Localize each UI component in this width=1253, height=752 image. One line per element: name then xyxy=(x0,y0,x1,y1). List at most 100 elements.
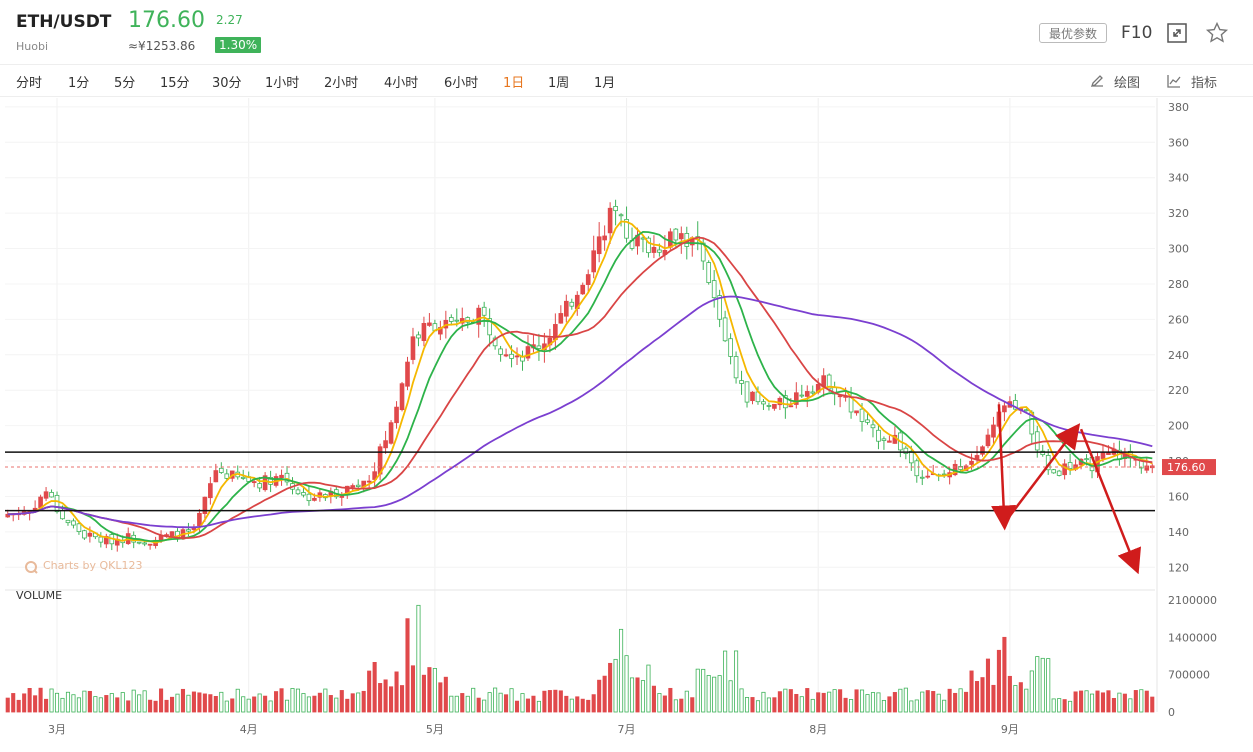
candle-body xyxy=(717,295,722,320)
price-tick-label: 240 xyxy=(1168,349,1189,362)
volume-bar xyxy=(531,695,536,713)
pencil-icon[interactable] xyxy=(1089,73,1105,89)
volume-bar xyxy=(235,688,240,713)
price-tick-label: 380 xyxy=(1168,101,1189,114)
volume-bar xyxy=(827,691,832,713)
volume-bar xyxy=(947,688,952,713)
volume-bar xyxy=(640,680,646,713)
volume-bar xyxy=(608,662,613,713)
fullscreen-icon[interactable] xyxy=(1166,22,1188,44)
volume-bar xyxy=(323,688,328,713)
volume-bar xyxy=(257,693,262,713)
optimal-params-button[interactable]: 最优参数 xyxy=(1039,23,1107,43)
volume-tick-label: 700000 xyxy=(1168,669,1210,682)
volume-bar xyxy=(191,691,196,713)
volume-bar xyxy=(854,689,859,713)
price-tick-label: 160 xyxy=(1168,490,1189,503)
volume-bar xyxy=(942,699,947,713)
tf-1w[interactable]: 1周 xyxy=(548,76,570,91)
tf-5m[interactable]: 5分 xyxy=(114,76,136,91)
candle-body xyxy=(514,355,520,358)
volume-bar xyxy=(405,618,410,713)
tf-4h[interactable]: 4小时 xyxy=(384,76,419,91)
volume-bar xyxy=(11,693,16,713)
indicator-label[interactable]: 指标 xyxy=(1191,76,1218,91)
candle-body xyxy=(262,475,268,491)
volume-bar xyxy=(695,668,700,713)
volume-bar xyxy=(1089,693,1095,713)
volume-bar xyxy=(38,687,43,713)
candle-body xyxy=(750,391,755,402)
volume-bar xyxy=(334,697,339,713)
tf-timeshare[interactable]: 分时 xyxy=(16,76,43,91)
exchange-name: Huobi xyxy=(16,40,49,53)
tf-30m[interactable]: 30分 xyxy=(212,76,242,91)
volume-bar xyxy=(1029,670,1034,713)
volume-bar xyxy=(301,693,306,713)
volume-bar xyxy=(487,692,492,713)
tf-15m[interactable]: 15分 xyxy=(160,76,190,91)
candle-body xyxy=(908,450,914,464)
volume-bar xyxy=(520,693,525,713)
ma-line-ma20 xyxy=(7,236,1153,540)
cny-price: ≈¥1253.86 xyxy=(128,39,196,53)
volume-bar xyxy=(367,670,372,713)
tf-1m[interactable]: 1分 xyxy=(68,76,90,91)
candle-body xyxy=(208,483,213,499)
date-tick-label: 8月 xyxy=(809,723,827,736)
tf-1d[interactable]: 1日 xyxy=(503,76,525,91)
volume-bar xyxy=(454,695,459,713)
volume-bar xyxy=(772,697,777,713)
volume-bar xyxy=(383,679,388,713)
candle-body xyxy=(103,535,109,545)
candle-body xyxy=(65,519,71,524)
volume-bar xyxy=(1100,692,1106,713)
favorite-star-icon[interactable] xyxy=(1205,21,1229,45)
tf-1h[interactable]: 1小时 xyxy=(265,76,300,91)
volume-bar xyxy=(230,698,235,713)
draw-tool-label[interactable]: 绘图 xyxy=(1114,76,1141,91)
candle-body xyxy=(454,319,460,322)
annotation-arrow xyxy=(991,404,1017,531)
volume-bar xyxy=(996,649,1001,713)
volume-bar xyxy=(263,695,268,713)
volume-bar xyxy=(159,688,164,713)
candle-body xyxy=(142,542,147,545)
candle-body xyxy=(366,480,372,483)
volume-bar xyxy=(668,687,673,713)
f10-button[interactable]: F10 xyxy=(1121,23,1153,43)
volume-bar xyxy=(98,697,103,713)
volume-bar xyxy=(290,688,295,713)
candle-body xyxy=(427,322,432,326)
volume-bar xyxy=(761,691,766,713)
volume-bar xyxy=(252,696,257,713)
candle-body xyxy=(448,317,454,322)
tf-1mo[interactable]: 1月 xyxy=(594,76,616,91)
indicator-chart-icon[interactable] xyxy=(1166,73,1182,89)
volume-bar xyxy=(1122,693,1127,713)
volume-bar xyxy=(356,692,361,713)
volume-bar xyxy=(673,699,678,713)
candle-body xyxy=(914,460,920,477)
tf-2h[interactable]: 2小时 xyxy=(324,76,359,91)
tf-6h[interactable]: 6小时 xyxy=(444,76,479,91)
volume-bar xyxy=(1095,690,1100,713)
volume-bar xyxy=(1024,688,1029,713)
candle-body xyxy=(804,391,810,397)
volume-bar xyxy=(859,689,865,713)
volume-bar xyxy=(783,688,788,713)
volume-bar xyxy=(175,693,180,713)
volume-bar xyxy=(602,675,607,713)
candle-body xyxy=(416,334,421,339)
volume-bar xyxy=(881,699,886,713)
candle-body xyxy=(799,394,805,397)
candle-body xyxy=(859,408,865,422)
candle-body xyxy=(136,541,142,544)
volume-bar xyxy=(54,692,60,713)
candle-body xyxy=(1100,452,1106,459)
volume-bar xyxy=(142,690,147,713)
volume-bar xyxy=(460,693,465,713)
volume-bar xyxy=(750,697,755,713)
candle-body xyxy=(651,246,657,253)
